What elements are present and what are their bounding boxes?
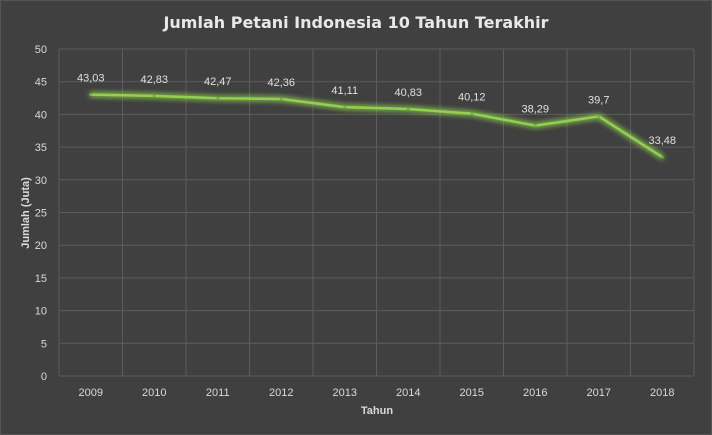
data-label: 42,47 xyxy=(204,76,232,88)
data-point xyxy=(279,97,283,101)
x-tick-label: 2018 xyxy=(650,387,674,399)
data-point xyxy=(533,124,537,128)
x-tick-label: 2013 xyxy=(333,387,357,399)
data-point xyxy=(152,94,156,98)
series-line xyxy=(89,93,664,159)
x-tick-label: 2015 xyxy=(460,387,484,399)
x-tick-label: 2016 xyxy=(523,387,547,399)
data-label: 42,36 xyxy=(267,77,295,89)
data-point xyxy=(343,105,347,109)
data-point xyxy=(470,112,474,116)
y-axis-title: Jumlah (Juta) xyxy=(20,177,32,249)
x-axis-title: Tahun xyxy=(361,405,393,417)
x-tick-label: 2017 xyxy=(587,387,611,399)
y-tick-label: 15 xyxy=(35,273,47,285)
y-tick-label: 30 xyxy=(35,175,47,187)
series-layer xyxy=(89,93,664,159)
data-label: 38,29 xyxy=(521,104,549,116)
data-point xyxy=(216,96,220,100)
y-tick-label: 45 xyxy=(35,77,47,89)
data-point xyxy=(597,114,601,118)
data-point xyxy=(406,107,410,111)
y-tick-label: 50 xyxy=(35,44,47,56)
data-label: 41,11 xyxy=(331,85,358,97)
data-label: 39,7 xyxy=(588,94,609,106)
data-point xyxy=(89,93,93,97)
data-labels: 43,03 42,83 42,47 42,36 41,11 40,83 40,12 38,29… xyxy=(77,73,676,147)
x-tick-label: 2012 xyxy=(269,387,293,399)
y-tick-label: 35 xyxy=(35,142,47,154)
y-tick-label: 25 xyxy=(35,208,47,220)
data-label: 40,83 xyxy=(394,87,422,99)
data-label: 33,48 xyxy=(648,135,676,147)
y-tick-label: 5 xyxy=(41,338,47,350)
x-tick-label: 2011 xyxy=(206,387,230,399)
y-tick-label: 0 xyxy=(41,371,47,383)
data-label: 43,03 xyxy=(77,73,105,85)
y-axis-ticks: 0 5 10 15 20 25 30 35 40 45 50 xyxy=(35,44,47,383)
data-point xyxy=(660,155,664,159)
y-tick-label: 20 xyxy=(35,240,47,252)
gridlines xyxy=(58,48,695,377)
x-tick-label: 2009 xyxy=(79,387,103,399)
chart-title: Jumlah Petani Indonesia 10 Tahun Terakhi… xyxy=(162,13,548,32)
x-axis-ticks: 2009 2010 2011 2012 2013 2014 2015 2016 2017 2018 xyxy=(79,387,675,399)
y-tick-label: 40 xyxy=(35,109,47,121)
data-label: 40,12 xyxy=(458,92,486,104)
y-tick-label: 10 xyxy=(35,306,47,318)
x-tick-label: 2010 xyxy=(142,387,166,399)
x-tick-label: 2014 xyxy=(396,387,420,399)
data-label: 42,83 xyxy=(140,74,168,86)
